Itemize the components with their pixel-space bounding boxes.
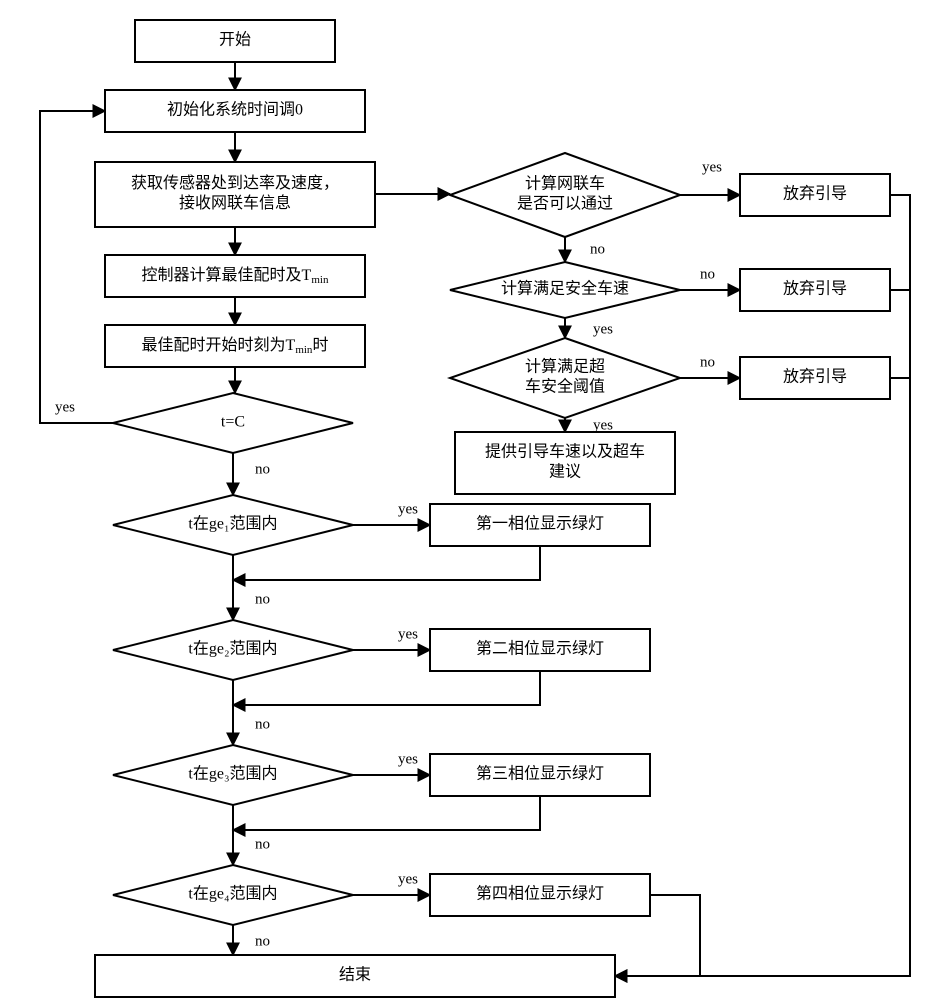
node-text: t=C — [221, 414, 245, 431]
node-calc: 控制器计算最佳配时及Tmin — [105, 255, 365, 297]
flow-edge — [233, 546, 540, 580]
edge-label: no — [255, 461, 270, 477]
node-text: 放弃引导 — [783, 368, 847, 386]
node-text: 第三相位显示绿灯 — [476, 765, 604, 783]
node-d_ge2: t在ge₂范围内 — [113, 620, 353, 680]
node-text: 结束 — [339, 966, 371, 984]
node-d_ge4: t在ge₄范围内 — [113, 865, 353, 925]
node-d_tC: t=C — [113, 393, 353, 453]
node-abort3: 放弃引导 — [740, 357, 890, 399]
edge-label: yes — [398, 626, 418, 642]
node-d_ge1: t在ge₁范围内 — [113, 495, 353, 555]
node-text: 获取传感器处到达率及速度， — [131, 174, 339, 192]
node-text: 计算网联车 — [525, 174, 605, 193]
edge-label: no — [590, 241, 605, 257]
node-init: 初始化系统时间调0 — [105, 90, 365, 132]
node-text: 车安全阈值 — [525, 378, 605, 396]
flow-edge — [233, 671, 540, 705]
flowchart-canvas: nononononoyesyesyesyesyesnoyesyesyesnono… — [0, 0, 926, 1000]
node-d_pass: 计算网联车是否可以通过 — [450, 153, 680, 237]
flow-edge — [615, 195, 910, 976]
node-text: 第四相位显示绿灯 — [476, 885, 604, 903]
node-text: 第二相位显示绿灯 — [476, 640, 604, 658]
edge-label: yes — [398, 751, 418, 767]
edge-label: no — [255, 591, 270, 607]
node-text: 计算满足安全车速 — [501, 279, 629, 298]
node-d_safe: 计算满足安全车速 — [450, 262, 680, 318]
node-d_over: 计算满足超车安全阈值 — [450, 338, 680, 418]
node-d_ge3: t在ge₃范围内 — [113, 745, 353, 805]
node-text: t在ge₄范围内 — [188, 885, 277, 903]
node-start: 开始 — [135, 20, 335, 62]
edge-label: yes — [593, 321, 613, 337]
node-text: 放弃引导 — [783, 185, 847, 203]
node-phase1: 第一相位显示绿灯 — [430, 504, 650, 546]
edge-label: yes — [702, 159, 722, 175]
edge-label: yes — [398, 501, 418, 517]
node-text: 第一相位显示绿灯 — [476, 515, 604, 533]
edge-label: yes — [398, 871, 418, 887]
node-text: 是否可以通过 — [517, 195, 613, 213]
edge-label: no — [255, 716, 270, 732]
node-text: 控制器计算最佳配时及Tmin — [142, 265, 329, 286]
edge-label: no — [700, 354, 715, 370]
node-provide: 提供引导车速以及超车建议 — [455, 432, 675, 494]
node-text: t在ge₃范围内 — [188, 765, 277, 783]
node-text: 开始 — [219, 31, 251, 49]
node-text: 计算满足超 — [525, 357, 605, 376]
node-text: t在ge₁范围内 — [188, 515, 277, 533]
node-abort1: 放弃引导 — [740, 174, 890, 216]
edge-label: no — [255, 836, 270, 852]
node-end: 结束 — [95, 955, 615, 997]
node-text: 初始化系统时间调0 — [167, 101, 303, 119]
node-text: 接收网联车信息 — [179, 194, 291, 212]
node-text: t在ge₂范围内 — [188, 640, 277, 658]
node-phase3: 第三相位显示绿灯 — [430, 754, 650, 796]
node-acquire: 获取传感器处到达率及速度， 接收网联车信息 — [95, 162, 375, 227]
edge-label: no — [255, 933, 270, 949]
node-phase2: 第二相位显示绿灯 — [430, 629, 650, 671]
node-phase4: 第四相位显示绿灯 — [430, 874, 650, 916]
node-start_time: 最佳配时开始时刻为Tmin时 — [105, 325, 365, 367]
node-abort2: 放弃引导 — [740, 269, 890, 311]
node-text: 放弃引导 — [783, 280, 847, 298]
node-text: 建议 — [549, 463, 581, 481]
node-text: 提供引导车速以及超车 — [485, 443, 645, 461]
flow-edge — [40, 111, 113, 423]
flow-edge — [233, 796, 540, 830]
edge-label: no — [700, 266, 715, 282]
edge-label: yes — [55, 399, 75, 415]
